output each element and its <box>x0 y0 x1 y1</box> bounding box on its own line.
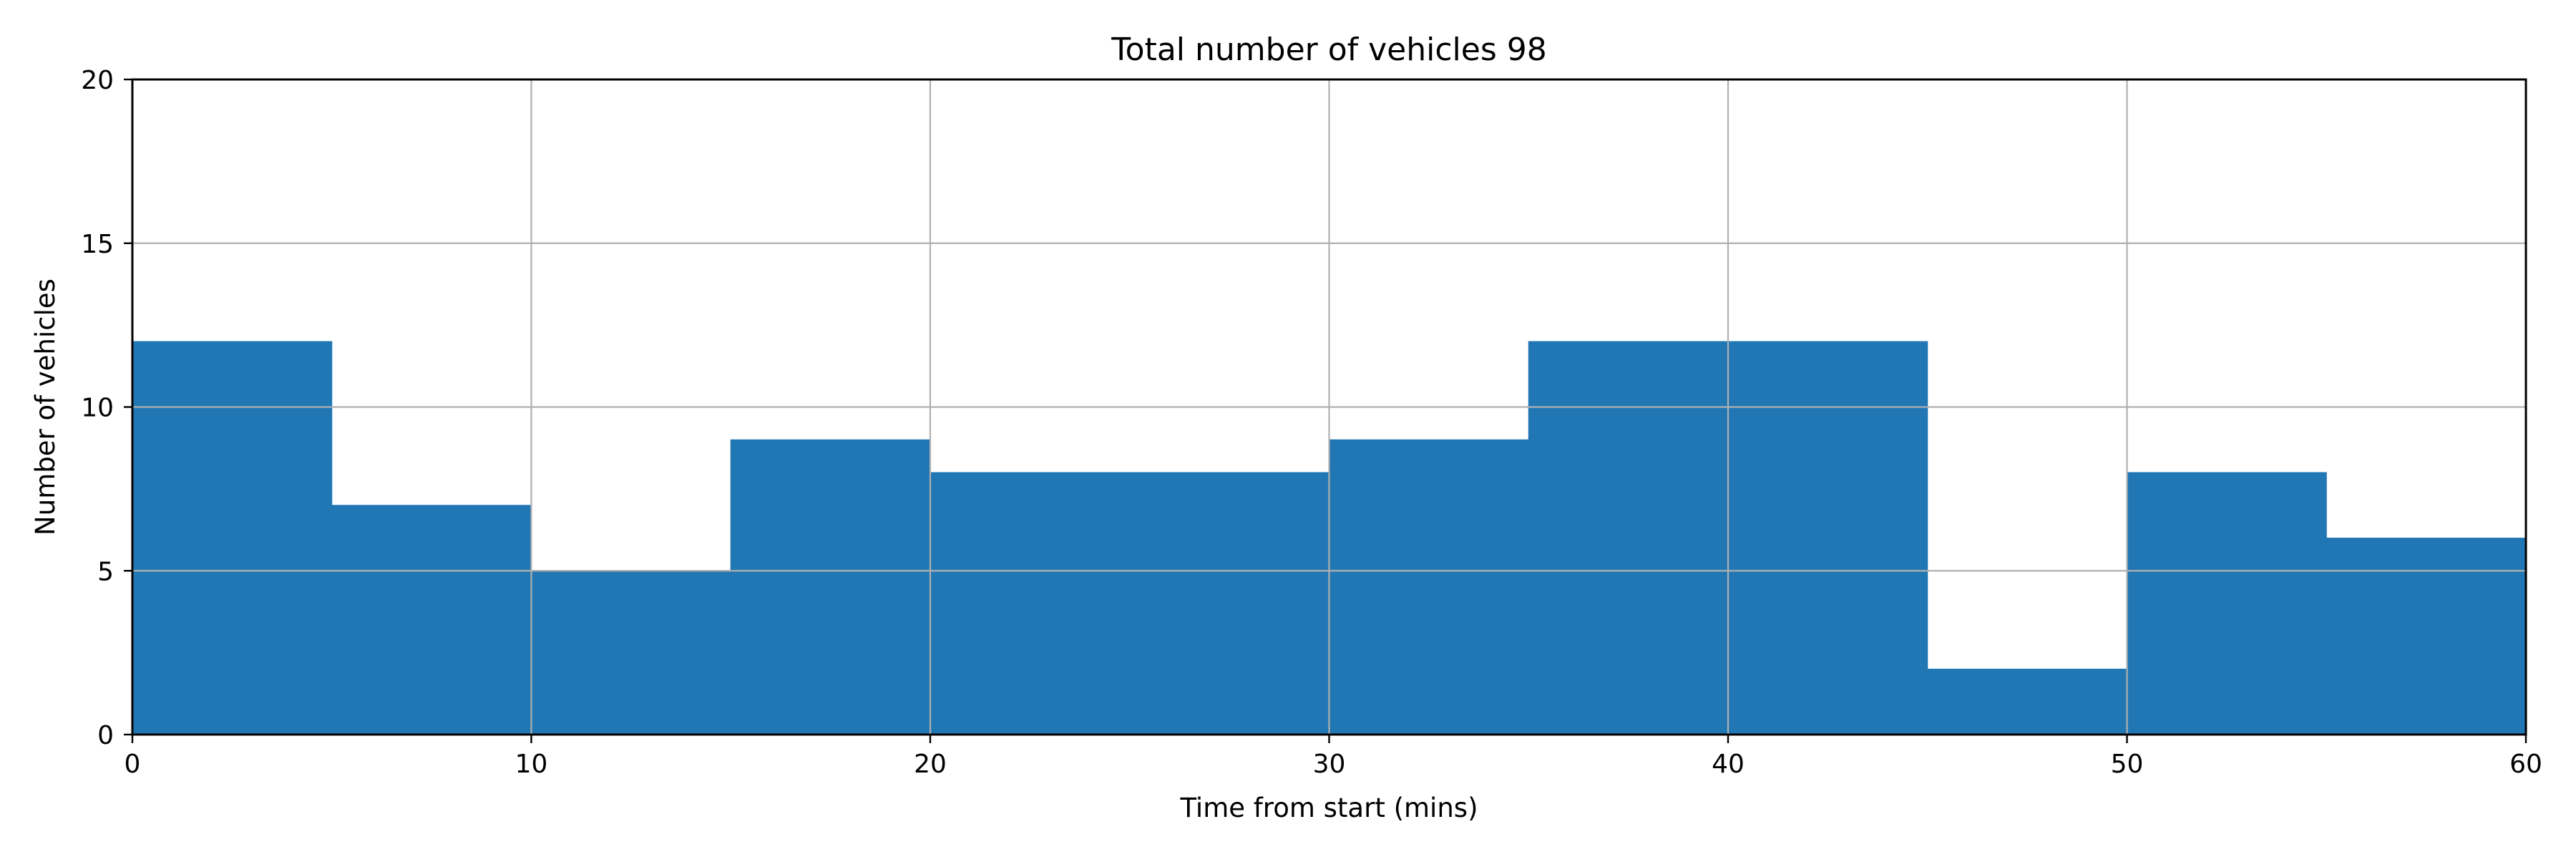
x-tick-label: 30 <box>1313 750 1346 779</box>
histogram-bar <box>2326 538 2527 735</box>
histogram-bar <box>1727 341 1928 735</box>
histogram-bar <box>1528 341 1729 735</box>
histogram-bar <box>2127 472 2327 735</box>
histogram-bar <box>331 505 532 735</box>
x-tick-label: 60 <box>2509 750 2542 779</box>
y-axis-title: Number of vehicles <box>30 279 61 536</box>
x-tick-label: 0 <box>125 750 141 779</box>
ticks-layer: 0 10 20 30 40 50 60 0 5 10 15 20 <box>81 66 2542 779</box>
y-tick-label: 0 <box>97 721 114 750</box>
x-axis-title: Time from start (mins) <box>1179 793 1478 823</box>
y-tick-label: 5 <box>97 557 114 586</box>
histogram-bar <box>1927 669 2127 735</box>
x-tick-label: 50 <box>2111 750 2144 779</box>
histogram-bar <box>531 570 731 735</box>
chart-title: Total number of vehicles 98 <box>1111 32 1546 68</box>
histogram-bar <box>930 472 1131 735</box>
grid-layer <box>132 79 2526 735</box>
x-tick-label: 40 <box>1712 750 1745 779</box>
x-tick-label: 10 <box>515 750 548 779</box>
y-tick-label: 20 <box>81 66 114 95</box>
y-tick-label: 10 <box>81 394 114 423</box>
histogram-bar <box>132 341 333 735</box>
histogram-bar <box>1129 472 1330 735</box>
histogram-bar <box>730 439 931 735</box>
y-tick-label: 15 <box>81 230 114 259</box>
x-tick-label: 20 <box>914 750 947 779</box>
histogram-bar <box>1329 439 1529 735</box>
